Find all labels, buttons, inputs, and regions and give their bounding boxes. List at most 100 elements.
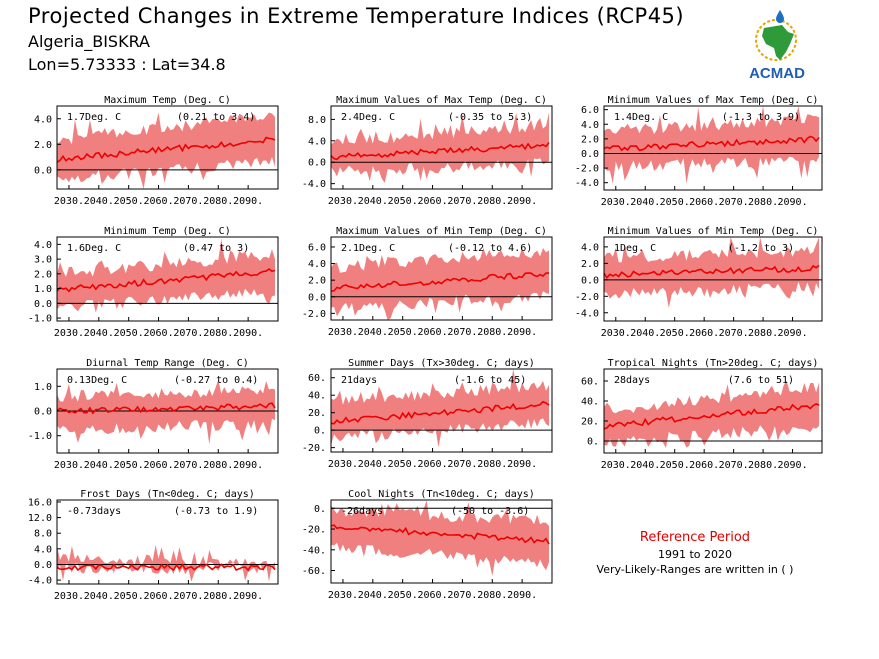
- plot-frame: [56, 499, 279, 585]
- x-tick-label: 2030.: [54, 460, 84, 471]
- plot-frame: [56, 105, 279, 190]
- change-value-label: 21days: [341, 375, 377, 386]
- chart-panel: 2030. 2040. 2050. 2060. 2070. 2080. 2090. -4.0 -…: [575, 226, 823, 339]
- x-tick-label: 2080.: [203, 460, 233, 471]
- x-tick-label: 2030.: [54, 196, 84, 207]
- likely-range-label: (-1.3 to 3.9): [722, 112, 800, 123]
- change-value-label: 2.4Deg. C: [341, 112, 395, 123]
- y-tick-label: -4.0: [575, 308, 599, 319]
- chart-panel: 2030. 2040. 2050. 2060. 2070. 2080. 2090. -20. 0…: [302, 358, 553, 470]
- plot-frame: [56, 236, 279, 322]
- plot-frame: [330, 105, 553, 190]
- x-tick-label: 2080.: [748, 328, 778, 339]
- x-tick-label: 2090.: [777, 460, 807, 471]
- y-tick-label: 4.0: [34, 240, 52, 251]
- likely-range-label: (-0.12 to 4.6): [448, 243, 532, 254]
- x-tick-label: 2050.: [388, 327, 418, 338]
- africa-map-icon: [762, 25, 794, 60]
- x-tick-label: 2060.: [689, 328, 719, 339]
- y-tick-label: -1.0: [28, 314, 52, 325]
- likely-range-label: (-1.6 to 45): [454, 375, 526, 386]
- y-tick-label: 4.0: [308, 136, 326, 147]
- y-tick-label: 60.: [308, 373, 326, 384]
- chart-panel: 2030. 2040. 2050. 2060. 2070. 2080. 2090. -1.0 0…: [28, 226, 279, 339]
- y-tick-label: 4.0: [34, 544, 52, 555]
- chart-title: Minimum Values of Min Temp (Deg. C): [608, 226, 819, 237]
- y-tick-label: 60.: [581, 377, 599, 388]
- y-tick-label: -60.: [302, 566, 326, 577]
- y-tick-label: 20.: [308, 408, 326, 419]
- x-tick-label: 2050.: [114, 460, 144, 471]
- acmad-logo: ACMAD: [749, 10, 805, 82]
- change-value-label: 1Deg. C: [614, 243, 656, 254]
- change-value-label: 1.6Deg. C: [67, 243, 121, 254]
- x-tick-label: 2040.: [630, 460, 660, 471]
- x-tick-label: 2090.: [507, 459, 537, 470]
- x-tick-label: 2040.: [84, 196, 114, 207]
- x-tick-label: 2030.: [54, 591, 84, 602]
- median-series-line: [330, 272, 549, 292]
- x-tick-label: 2080.: [203, 328, 233, 339]
- chart-title: Frost Days (Tn<0deg. C; days): [80, 489, 255, 500]
- x-tick-label: 2030.: [328, 196, 358, 207]
- y-tick-label: 0.0: [34, 165, 52, 176]
- logo-text: ACMAD: [749, 65, 805, 82]
- median-series-line: [56, 563, 276, 572]
- y-tick-label: -4.0: [28, 576, 52, 587]
- y-tick-label: -1.0: [28, 431, 52, 442]
- chart-title: Summer Days (Tx>30deg. C; days): [348, 358, 535, 369]
- page-title: Projected Changes in Extreme Temperature…: [28, 4, 685, 28]
- x-tick-label: 2070.: [447, 196, 477, 207]
- x-tick-label: 2030.: [328, 590, 358, 601]
- x-tick-label: 2040.: [84, 460, 114, 471]
- likely-range-label: (-0.73 to 1.9): [174, 506, 258, 517]
- x-tick-label: 2040.: [630, 328, 660, 339]
- change-value-label: -26days: [341, 506, 383, 517]
- x-tick-label: 2040.: [358, 327, 388, 338]
- x-tick-label: 2080.: [477, 327, 507, 338]
- median-series-line: [330, 142, 550, 161]
- y-tick-label: 0.0: [308, 292, 326, 303]
- x-tick-label: 2060.: [143, 591, 173, 602]
- chart-panel: 2030. 2040. 2050. 2060. 2070. 2080. 2090. -60. -…: [302, 489, 553, 601]
- y-tick-label: 12.0: [28, 513, 52, 524]
- x-tick-label: 2070.: [447, 459, 477, 470]
- x-tick-label: 2050.: [114, 591, 144, 602]
- y-tick-label: 0.0: [581, 149, 599, 160]
- x-tick-label: 2050.: [114, 328, 144, 339]
- median-series-line: [603, 403, 820, 430]
- median-series-line: [603, 264, 820, 280]
- y-tick-label: -2.0: [575, 164, 599, 175]
- y-tick-label: 2.0: [34, 269, 52, 280]
- range-note: Very-Likely-Ranges are written in ( ): [596, 563, 794, 576]
- likely-range-label: (7.6 to 51): [728, 375, 794, 386]
- likely-range-band: [57, 379, 275, 445]
- y-tick-label: 20.: [581, 417, 599, 428]
- x-tick-label: 2050.: [660, 328, 690, 339]
- y-tick-label: 2.0: [581, 134, 599, 145]
- y-tick-label: -4.0: [575, 178, 599, 189]
- x-tick-label: 2090.: [507, 196, 537, 207]
- x-tick-label: 2030.: [601, 460, 631, 471]
- y-tick-label: 4.0: [581, 120, 599, 131]
- chart-title: Maximum Values of Max Temp (Deg. C): [336, 95, 547, 106]
- chart-panel: 2030. 2040. 2050. 2060. 2070. 2080. 2090. -4.0 -…: [575, 95, 823, 208]
- x-tick-label: 2090.: [233, 591, 263, 602]
- x-tick-label: 2050.: [388, 590, 418, 601]
- y-tick-label: 2.0: [308, 276, 326, 287]
- x-tick-label: 2060.: [417, 590, 447, 601]
- chart-panel: 2030. 2040. 2050. 2060. 2070. 2080. 2090. -4.0 0…: [302, 95, 553, 207]
- y-tick-label: 40.: [581, 397, 599, 408]
- likely-range-label: (-0.27 to 0.4): [174, 375, 258, 386]
- x-tick-label: 2070.: [447, 590, 477, 601]
- y-tick-label: 0.0: [308, 158, 326, 169]
- chart-title: Maximum Temp (Deg. C): [104, 95, 230, 106]
- plot-frame: [330, 368, 553, 453]
- x-tick-label: 2080.: [748, 197, 778, 208]
- x-tick-label: 2060.: [143, 460, 173, 471]
- median-series-line: [330, 524, 550, 545]
- y-tick-label: -4.0: [302, 179, 326, 190]
- median-series-line: [56, 268, 276, 293]
- x-tick-label: 2030.: [54, 328, 84, 339]
